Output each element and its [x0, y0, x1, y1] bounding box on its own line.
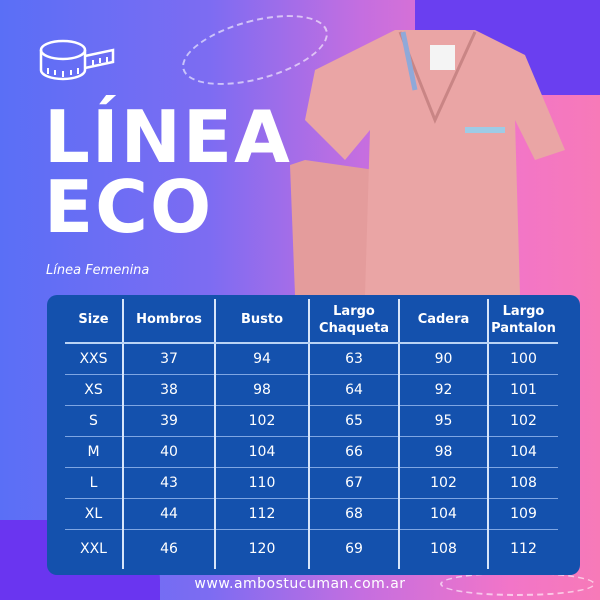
table-cell: 100	[488, 343, 558, 375]
table-row: M 40 104 66 98 104	[65, 436, 558, 468]
table-cell: 108	[399, 529, 489, 569]
table-cell: 94	[215, 343, 310, 375]
size-table: Size Hombros Busto Largo Chaqueta Cadera…	[65, 299, 558, 569]
table-cell: 120	[215, 529, 310, 569]
table-cell: 102	[399, 467, 489, 499]
table-cell: 92	[399, 374, 489, 406]
table-cell: 46	[123, 529, 216, 569]
table-cell: 39	[123, 405, 216, 437]
header-largo-chaqueta: Largo Chaqueta	[309, 299, 400, 344]
table-cell: 38	[123, 374, 216, 406]
table-cell: 98	[215, 374, 310, 406]
table-cell: 112	[215, 498, 310, 530]
table-cell: 44	[123, 498, 216, 530]
table-row: XXS 37 94 63 90 100	[65, 343, 558, 375]
table-cell: 90	[399, 343, 489, 375]
scrub-garment-image	[290, 30, 565, 295]
website-url: www.ambostucuman.com.ar	[194, 576, 406, 592]
size-table-card: Size Hombros Busto Largo Chaqueta Cadera…	[47, 295, 580, 575]
table-cell: XL	[65, 498, 124, 530]
size-table-body: XXS 37 94 63 90 100 XS 38 98 64 92 101 S 39 102 65 95 102…	[65, 343, 558, 569]
table-row: L 43 110 67 102 108	[65, 467, 558, 499]
table-cell: 101	[488, 374, 558, 406]
table-cell: 109	[488, 498, 558, 530]
title-line1: LÍNEA	[44, 95, 292, 179]
table-cell: 66	[309, 436, 400, 468]
table-cell: 98	[399, 436, 489, 468]
table-cell: L	[65, 467, 124, 499]
measuring-tape-icon	[39, 39, 115, 81]
table-cell: 37	[123, 343, 216, 375]
table-cell: 110	[215, 467, 310, 499]
table-cell: 63	[309, 343, 400, 375]
table-cell: S	[65, 405, 124, 437]
table-row: S 39 102 65 95 102	[65, 405, 558, 437]
table-cell: 40	[123, 436, 216, 468]
table-cell: 65	[309, 405, 400, 437]
header-cadera: Cadera	[399, 299, 489, 344]
table-cell: 67	[309, 467, 400, 499]
subtitle: Línea Femenina	[46, 263, 150, 278]
table-cell: 102	[488, 405, 558, 437]
table-cell: 95	[399, 405, 489, 437]
table-cell: XXS	[65, 343, 124, 375]
table-cell: XXL	[65, 529, 124, 569]
header-largo-pantalon: Largo Pantalon	[488, 299, 558, 344]
table-cell: 43	[123, 467, 216, 499]
table-cell: 104	[215, 436, 310, 468]
table-cell: 104	[399, 498, 489, 530]
table-row: XL 44 112 68 104 109	[65, 498, 558, 530]
header-hombros: Hombros	[123, 299, 216, 344]
header-busto: Busto	[215, 299, 310, 344]
header-size: Size	[65, 299, 124, 344]
table-row: XS 38 98 64 92 101	[65, 374, 558, 406]
table-cell: 104	[488, 436, 558, 468]
table-cell: M	[65, 436, 124, 468]
table-cell: 68	[309, 498, 400, 530]
table-row: XXL 46 120 69 108 112	[65, 529, 558, 569]
table-cell: 112	[510, 541, 537, 558]
table-cell: 69	[309, 529, 400, 569]
title-line2: ECO	[44, 165, 214, 249]
table-cell: 108	[488, 467, 558, 499]
table-cell: 102	[215, 405, 310, 437]
table-cell: XS	[65, 374, 124, 406]
table-cell: 64	[309, 374, 400, 406]
